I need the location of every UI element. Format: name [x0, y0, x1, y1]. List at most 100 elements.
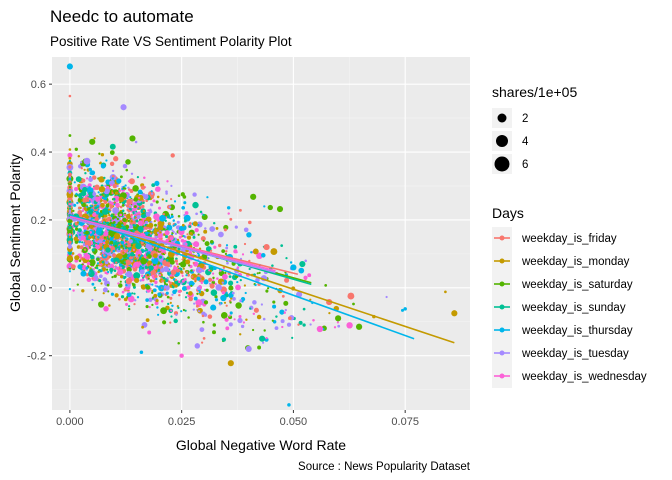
scatter-point — [176, 268, 180, 273]
scatter-point — [101, 250, 104, 253]
scatter-point — [243, 227, 249, 233]
scatter-point — [149, 249, 152, 252]
y-tick-label: 0.4 — [31, 147, 46, 159]
scatter-point — [134, 277, 140, 283]
scatter-point — [148, 305, 151, 309]
color-legend-dot — [499, 281, 505, 287]
scatter-point — [166, 227, 169, 230]
scatter-point — [213, 245, 217, 249]
scatter-point — [83, 260, 86, 263]
scatter-point — [94, 288, 97, 292]
scatter-point — [94, 206, 97, 210]
scatter-point — [347, 292, 355, 300]
scatter-point — [178, 235, 182, 239]
scatter-point — [111, 275, 114, 279]
scatter-point — [133, 272, 141, 280]
scatter-point — [127, 254, 131, 257]
x-tick-label: 0.075 — [391, 416, 419, 428]
scatter-point — [132, 218, 135, 221]
scatter-point — [99, 193, 102, 196]
scatter-point — [245, 318, 248, 321]
scatter-point — [98, 261, 102, 264]
scatter-point — [86, 227, 90, 230]
scatter-point — [84, 253, 91, 260]
scatter-point — [123, 222, 127, 226]
scatter-point — [134, 211, 137, 214]
scatter-point — [181, 258, 184, 261]
scatter-point — [146, 224, 150, 228]
scatter-point — [113, 195, 120, 203]
scatter-point — [336, 321, 339, 324]
scatter-point — [152, 253, 158, 259]
scatter-point — [238, 208, 242, 212]
scatter-point — [123, 237, 126, 240]
scatter-point — [109, 267, 114, 273]
scatter-point — [97, 270, 100, 274]
scatter-point — [124, 184, 127, 187]
scatter-point — [148, 222, 154, 228]
scatter-point — [126, 260, 130, 264]
scatter-point — [190, 275, 194, 278]
scatter-point — [132, 207, 137, 212]
scatter-point — [105, 203, 110, 208]
scatter-point — [151, 192, 154, 195]
scatter-point — [160, 299, 164, 303]
y-tick-label: 0.0 — [31, 283, 46, 295]
scatter-point — [166, 215, 170, 219]
scatter-point — [73, 181, 76, 184]
scatter-point — [287, 403, 291, 407]
scatter-point — [221, 249, 226, 254]
scatter-point — [75, 176, 82, 183]
scatter-point — [68, 251, 72, 255]
scatter-point — [171, 293, 174, 296]
trend-line-weekday_is_thursday — [69, 214, 415, 340]
scatter-point — [302, 323, 306, 327]
scatter-point — [140, 274, 144, 278]
scatter-point — [169, 281, 173, 285]
scatter-point — [170, 153, 175, 158]
scatter-point — [163, 279, 166, 282]
scatter-point — [170, 315, 173, 318]
scatter-point — [137, 194, 144, 201]
scatter-point — [89, 204, 92, 208]
scatter-point — [104, 260, 109, 265]
scatter-point — [174, 289, 178, 292]
scatter-point — [192, 308, 195, 311]
x-tick-label: 0.025 — [168, 416, 196, 428]
scatter-point — [262, 341, 265, 344]
color-legend: Days weekday_is_friday weekday_is_mondayw… — [492, 205, 647, 388]
scatter-point — [187, 273, 190, 277]
color-legend-dot — [499, 258, 505, 264]
y-axis: -0.2 0.0 0.2 0.4 0.6 — [27, 79, 52, 363]
color-legend-dot — [499, 327, 505, 333]
scatter-point — [98, 186, 106, 193]
scatter-point — [187, 316, 190, 319]
scatter-point — [199, 274, 202, 277]
scatter-point — [111, 174, 115, 178]
scatter-point — [154, 180, 160, 186]
scatter-point — [134, 259, 137, 262]
scatter-point — [133, 292, 136, 295]
scatter-point — [138, 229, 142, 233]
scatter-point — [263, 205, 266, 208]
scatter-point — [102, 292, 105, 295]
scatter-point — [80, 201, 84, 205]
scatter-point — [252, 300, 257, 305]
scatter-point — [168, 222, 171, 225]
scatter-point — [88, 177, 93, 182]
scatter-point — [100, 213, 104, 216]
scatter-point — [149, 208, 152, 211]
scatter-point — [81, 178, 86, 183]
scatter-point — [212, 272, 215, 275]
scatter-point — [127, 295, 135, 303]
scatter-point — [123, 275, 127, 279]
scatter-point — [171, 304, 174, 308]
scatter-point — [73, 236, 79, 242]
scatter-point — [103, 176, 106, 180]
scatter-point — [218, 270, 225, 277]
scatter-point — [256, 272, 259, 275]
color-legend-dot — [499, 235, 505, 241]
scatter-point — [127, 186, 130, 189]
scatter-point — [196, 276, 201, 281]
scatter-point — [99, 242, 103, 247]
